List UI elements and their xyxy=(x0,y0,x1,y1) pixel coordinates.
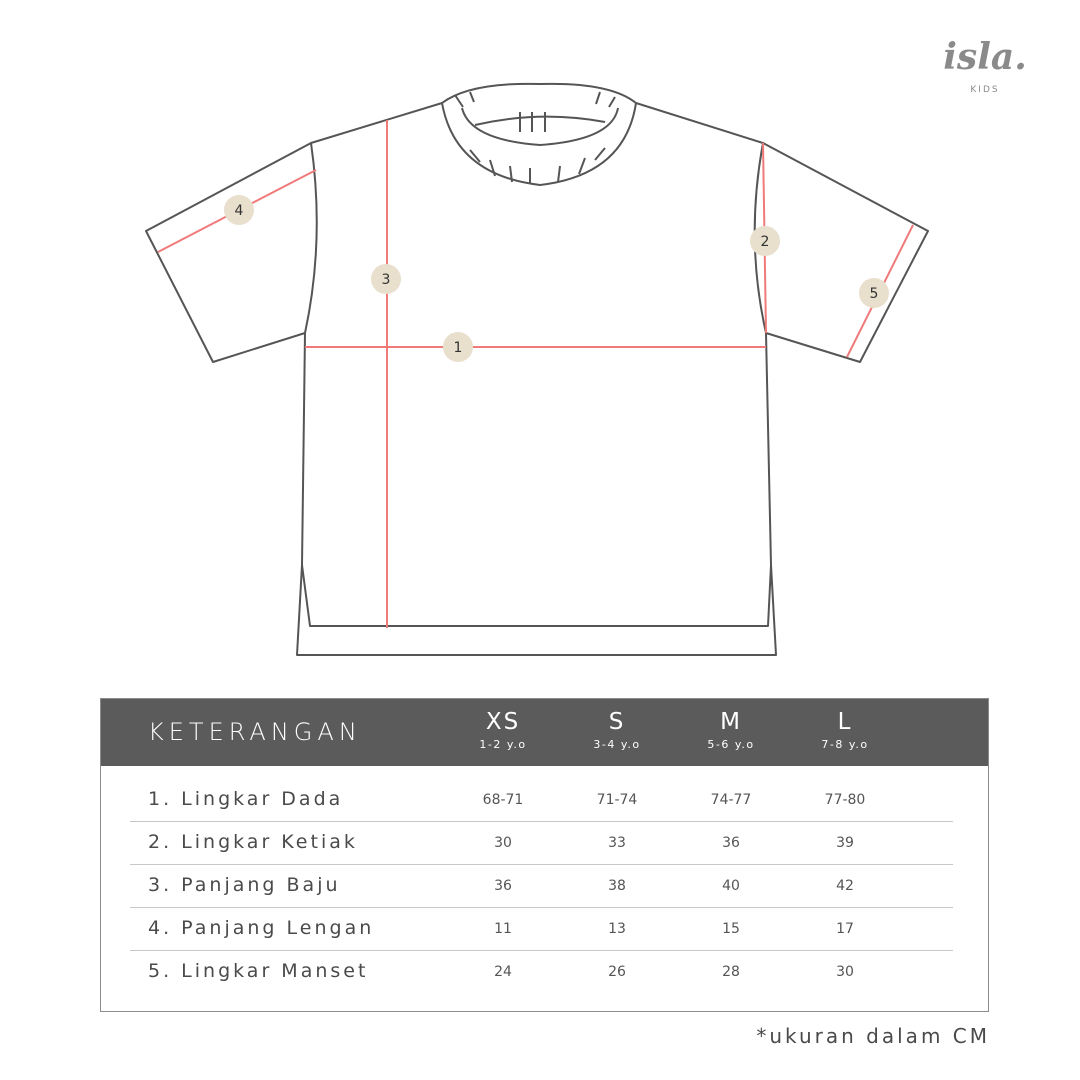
row-value: 42 xyxy=(836,878,854,894)
svg-text:1: 1 xyxy=(454,340,463,356)
marker-1: 1 xyxy=(443,332,473,362)
table-row: 4. Panjang Lengan 11 13 15 17 xyxy=(130,907,953,951)
row-label: 4. Panjang Lengan xyxy=(148,917,375,939)
row-value: 36 xyxy=(722,835,740,851)
row-value: 13 xyxy=(608,921,626,937)
size-label: L xyxy=(837,709,853,735)
age-label: 5-6 y.o xyxy=(707,738,755,751)
row-label: 5. Lingkar Manset xyxy=(148,960,369,982)
svg-text:4: 4 xyxy=(235,203,244,219)
size-col-m: M 5-6 y.o xyxy=(681,699,781,752)
row-value: 17 xyxy=(836,921,854,937)
row-value: 26 xyxy=(608,964,626,980)
size-col-xs: XS 1-2 y.o xyxy=(453,699,553,752)
row-value: 28 xyxy=(722,964,740,980)
marker-5: 5 xyxy=(859,278,889,308)
row-label: 1. Lingkar Dada xyxy=(148,788,344,810)
row-value: 40 xyxy=(722,878,740,894)
row-value: 39 xyxy=(836,835,854,851)
table-row: 1. Lingkar Dada 68-71 71-74 74-77 77-80 xyxy=(130,778,953,822)
row-value: 11 xyxy=(494,921,512,937)
row-value: 36 xyxy=(494,878,512,894)
row-value: 33 xyxy=(608,835,626,851)
header-title: KETERANGAN xyxy=(148,718,362,746)
brand-logo: isla. KIDS xyxy=(930,34,1040,96)
row-value: 68-71 xyxy=(482,792,524,808)
size-label: M xyxy=(720,709,742,735)
brand-sub: KIDS xyxy=(970,85,1000,95)
row-label: 3. Panjang Baju xyxy=(148,874,341,896)
age-label: 7-8 y.o xyxy=(821,738,869,751)
row-label: 2. Lingkar Ketiak xyxy=(148,831,358,853)
marker-2: 2 xyxy=(750,226,780,256)
marker-3: 3 xyxy=(371,264,401,294)
tshirt-outline xyxy=(145,82,929,656)
age-label: 1-2 y.o xyxy=(479,738,527,751)
age-label: 3-4 y.o xyxy=(593,738,641,751)
size-label: XS xyxy=(485,709,521,735)
tshirt-diagram: 1 2 3 4 5 xyxy=(145,82,929,656)
row-value: 38 xyxy=(608,878,626,894)
row-value: 24 xyxy=(494,964,512,980)
table-row: 5. Lingkar Manset 24 26 28 30 xyxy=(130,950,953,993)
size-col-s: S 3-4 y.o xyxy=(567,699,667,752)
row-value: 15 xyxy=(722,921,740,937)
table-row: 2. Lingkar Ketiak 30 33 36 39 xyxy=(130,821,953,865)
row-value: 30 xyxy=(494,835,512,851)
footnote: *ukuran dalam CM xyxy=(756,1024,990,1048)
size-label: S xyxy=(608,709,626,735)
svg-text:2: 2 xyxy=(761,234,770,250)
table-header: KETERANGAN XS 1-2 y.o S 3-4 y.o M 5-6 y.o L… xyxy=(101,699,988,766)
row-value: 77-80 xyxy=(824,792,866,808)
brand-name: isla. xyxy=(943,36,1027,78)
marker-4: 4 xyxy=(224,195,254,225)
row-value: 30 xyxy=(836,964,854,980)
svg-text:5: 5 xyxy=(870,286,879,302)
row-value: 74-77 xyxy=(710,792,752,808)
row-value: 71-74 xyxy=(596,792,638,808)
size-col-l: L 7-8 y.o xyxy=(795,699,895,752)
size-table: KETERANGAN XS 1-2 y.o S 3-4 y.o M 5-6 y.o L… xyxy=(100,698,989,1012)
table-row: 3. Panjang Baju 36 38 40 42 xyxy=(130,864,953,908)
svg-text:3: 3 xyxy=(382,272,391,288)
